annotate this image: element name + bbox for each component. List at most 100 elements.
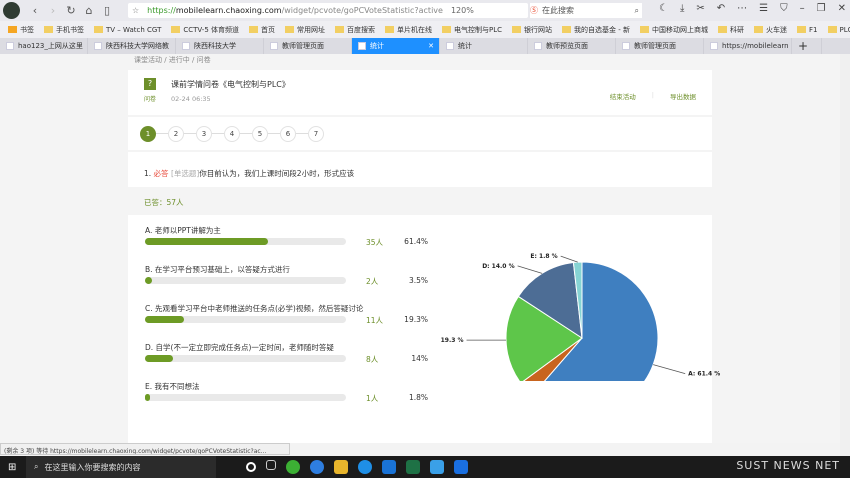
app2-icon[interactable] [454,460,468,474]
more-icon[interactable]: ⋯ [737,3,748,14]
browser-tab[interactable]: 统计 ✕ [352,38,440,54]
bookmark-item[interactable]: 手机书签 [44,25,84,35]
browser-tab[interactable]: 陕西科技大学 [176,38,264,54]
folder-icon [640,26,650,33]
bookmark-item[interactable]: 首页 [249,25,275,35]
clock-app-icon[interactable] [310,460,324,474]
excel-icon[interactable] [406,460,420,474]
close-window-icon[interactable]: ✕ [837,3,846,14]
option-bar-fill [145,316,184,323]
back-icon[interactable]: ‹ [32,4,38,17]
sogou-icon: Ⓢ [530,6,538,15]
browser-tab[interactable]: hao123_上网从这里 [0,38,88,54]
step-2[interactable]: 2 [168,125,184,142]
reload-icon[interactable]: ↻ [66,4,76,17]
app-icon[interactable] [430,460,444,474]
bookmark-item[interactable]: 单片机在线 [385,25,432,35]
wechat-icon[interactable] [286,460,300,474]
step-7[interactable]: 7 [308,125,324,142]
bookmark-item[interactable]: CCTV-5 体育频道 [171,25,239,35]
bookmark-label: F1 [809,25,818,34]
undo-icon[interactable]: ↶ [716,3,726,14]
pie-data-label: C: 19.3 % [440,337,464,344]
edge-icon[interactable] [382,460,396,474]
bookmark-item[interactable]: 中国移动网上商城 [640,25,708,35]
pie-slice-c[interactable] [505,295,583,381]
url-path: /widget/pcvote/goPCVoteStatistic?active [281,6,443,15]
tab-label: 陕西科技大学网络教 [106,42,169,50]
favicon-icon [534,42,542,50]
browser-tab[interactable]: 教师预览页面 [528,38,616,54]
breadcrumb[interactable]: 课堂活动 / 进行中 / 问卷 [134,56,211,64]
night-mode-icon[interactable]: ☾ [659,3,668,14]
question-number: 1. [144,169,152,178]
pie-data-label: E: 1.8 % [530,253,557,260]
step-1[interactable]: 1 [140,125,156,142]
browser-tab[interactable]: 教师管理页面 [264,38,352,54]
taskbar-search[interactable]: ⌕ 在这里输入你要搜索的内容 [26,456,216,478]
tab-label: 教师管理页面 [282,42,324,50]
pie-slice-a[interactable] [532,261,659,381]
option-label: D. 自学(不一定立即完成任务点)一定时间，老师随时答疑 [145,343,334,352]
option-count: 1人 [366,394,379,403]
task-view-icon[interactable] [266,460,276,470]
step-4[interactable]: 4 [224,125,240,142]
favicon-icon [94,42,102,50]
option-bar [145,238,346,245]
step-3[interactable]: 3 [196,125,212,142]
bookmark-item[interactable]: 常用网址 [285,25,325,35]
home-icon[interactable]: ⌂ [85,4,93,17]
bookmark-item[interactable]: 电气控制与PLC [442,25,502,35]
new-tab-button[interactable]: + [792,38,822,54]
bookmark-item[interactable]: 我的自选基金 - 新 [562,25,630,35]
bookmark-item[interactable]: 火车迷 [754,25,787,35]
step-6[interactable]: 6 [280,125,296,142]
scrollbar[interactable] [840,54,850,456]
export-data-button[interactable]: 导出数据 [670,93,696,101]
option-count: 11人 [366,316,384,325]
end-activity-button[interactable]: 结束活动 [609,93,636,101]
activity-date: 02-24 06:35 [171,95,211,103]
question-type: [单选题] [170,169,200,178]
screenshot-icon[interactable]: ✂ [696,3,705,14]
option-row: D. 自学(不一定立即完成任务点)一定时间，老师随时答疑 8人 14% [145,342,435,364]
pie-slice-e[interactable] [572,261,583,339]
zoom-level[interactable]: 120% [450,6,474,15]
bookmark-label: TV – Watch CGT [106,25,162,34]
reader-icon[interactable]: ▯ [103,4,111,17]
skin-icon[interactable]: ⛉ [780,3,788,14]
star-icon[interactable]: ☆ [132,6,140,15]
browser-icon[interactable] [358,460,372,474]
bookmark-item[interactable]: 银行网站 [512,25,552,35]
pie-slice-d[interactable] [517,261,583,339]
restore-icon[interactable]: ❐ [816,3,826,14]
bookmark-item[interactable]: 科研 [718,25,744,35]
search-box[interactable]: Ⓢ 在此搜索 ⌕ [530,3,642,18]
bookmark-item[interactable]: F1 [797,25,818,34]
address-bar[interactable]: ☆ https://mobilelearn.chaoxing.com/widge… [128,3,528,18]
search-icon[interactable]: ⌕ [634,5,639,15]
bookmark-item[interactable]: 书签 [8,25,34,35]
folder-icon [44,26,53,33]
browser-tab[interactable]: https://mobilelearn [704,38,792,54]
start-icon[interactable]: ⊞ [8,461,17,473]
browser-tab[interactable]: 陕西科技大学网络教 [88,38,176,54]
bookmark-item[interactable]: TV – Watch CGT [94,26,161,34]
forward-icon[interactable]: › [50,4,56,17]
taskbar: ⊞ ⌕ 在这里输入你要搜索的内容 SUST NEWS NET [0,456,850,478]
cortana-icon[interactable] [246,462,256,472]
bookmark-item[interactable]: 百度搜索 [335,25,375,35]
menu-icon[interactable]: ☰ [759,3,769,14]
download-icon[interactable]: ⤓ [679,3,685,14]
close-tab-icon[interactable]: ✕ [428,42,434,50]
tab-label: 统计 [458,42,472,50]
browser-tab[interactable]: 统计 [440,38,528,54]
step-connector [156,133,168,134]
profile-avatar[interactable] [3,2,20,19]
option-row: E. 我有不同想法 1人 1.8% [145,381,435,403]
step-5[interactable]: 5 [252,125,268,142]
browser-tab[interactable]: 教师管理页面 [616,38,704,54]
minimize-icon[interactable]: – [799,3,805,14]
file-explorer-icon[interactable] [334,460,348,474]
bookmark-item[interactable]: PLC [827,26,850,34]
